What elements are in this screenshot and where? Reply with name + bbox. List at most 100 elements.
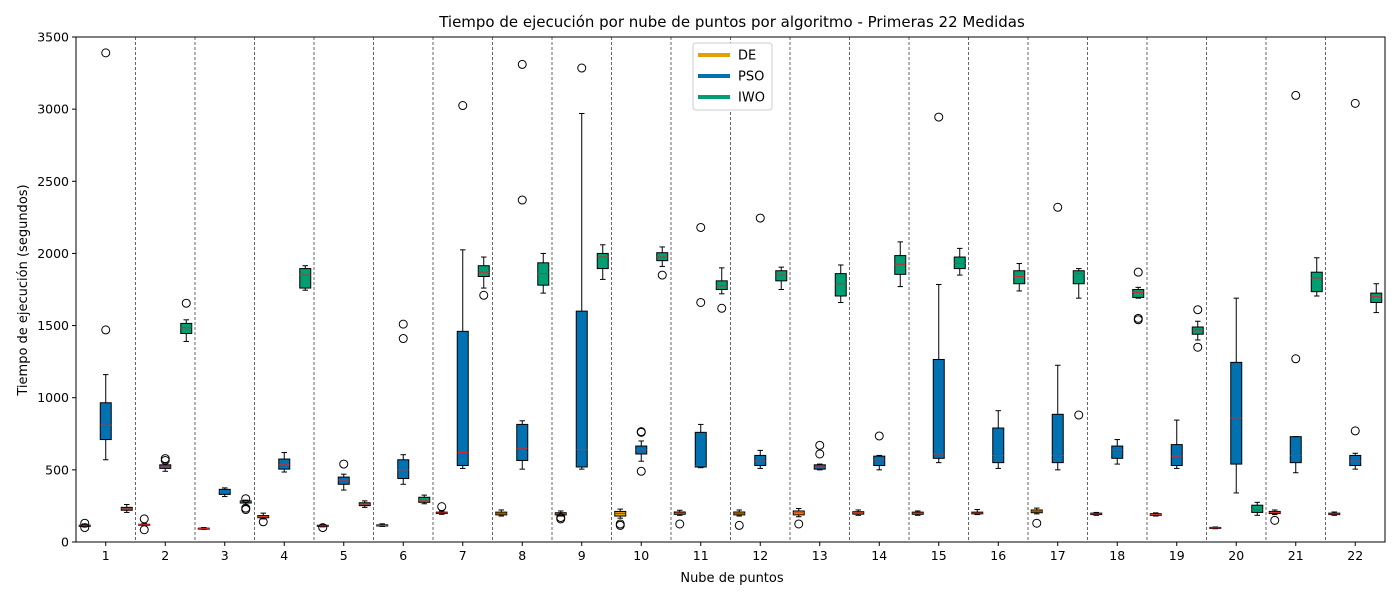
x-tick-label: 15: [931, 548, 947, 563]
x-tick-label: 7: [459, 548, 467, 563]
y-tick-label: 2500: [37, 174, 69, 189]
box-iqr: [1013, 270, 1026, 285]
y-tick-label: 2000: [37, 246, 69, 261]
outlier-point: [398, 334, 408, 344]
box-de-11: [673, 509, 686, 529]
x-tick-label: 2: [161, 548, 169, 563]
x-tick-label: 6: [399, 548, 407, 563]
x-tick-label: 14: [871, 548, 887, 563]
box-pso-4: [278, 452, 291, 473]
box-pso-10: [635, 427, 648, 476]
x-axis-label: Nube de puntos: [680, 571, 784, 586]
box-iqr: [775, 270, 788, 282]
box-de-17: [1030, 507, 1043, 528]
box-iwo-3: [239, 494, 252, 515]
box-iwo-13: [834, 264, 847, 303]
box-pso-13: [813, 440, 826, 471]
legend-label-de: DE: [738, 49, 756, 64]
box-iwo-15: [953, 247, 966, 276]
legend: DE PSO IWO: [692, 42, 773, 111]
box-iqr: [1310, 271, 1323, 293]
outlier-point: [101, 48, 111, 58]
box-iwo-2: [180, 298, 193, 342]
outlier-point: [636, 427, 646, 437]
box-de-22: [1328, 511, 1341, 516]
box-de-4: [257, 512, 270, 527]
box-de-12: [733, 509, 746, 530]
x-tick-label: 21: [1288, 548, 1304, 563]
outlier-point: [181, 298, 191, 308]
x-tick-label: 12: [752, 548, 768, 563]
box-iqr: [456, 330, 469, 467]
box-pso-8: [516, 59, 529, 470]
box-iqr: [180, 322, 193, 335]
outlier-point: [1193, 305, 1203, 315]
box-iqr: [516, 423, 529, 461]
outlier-point: [517, 59, 527, 69]
outlier-point: [80, 518, 90, 528]
outlier-point: [139, 525, 149, 535]
x-tick-label: 11: [693, 548, 709, 563]
outlier-point: [398, 319, 408, 329]
x-axis: 1 2 3 4 5 6 7 8 9 10 11 12 13 14 15 16 17 18 19 20 21 22: [102, 542, 1363, 563]
y-axis: 0 500 1000 1500 2000 2500 3000 3500: [37, 30, 76, 550]
box-iwo-11: [715, 267, 728, 313]
legend-label-pso: PSO: [738, 70, 764, 85]
box-pso-9: [575, 63, 588, 470]
box-iqr: [694, 431, 707, 468]
box-iqr: [894, 255, 907, 275]
y-tick-label: 0: [61, 535, 69, 550]
box-de-6: [376, 523, 389, 527]
box-iwo-9: [596, 244, 609, 280]
box-iqr: [596, 252, 609, 270]
outlier-point: [636, 466, 646, 476]
x-tick-label: 8: [518, 548, 526, 563]
box-pso-11: [694, 222, 707, 469]
box-iqr: [992, 427, 1005, 464]
box-de-20: [1209, 526, 1222, 530]
x-tick-label: 1: [102, 548, 110, 563]
x-tick-label: 3: [221, 548, 229, 563]
box-pso-19: [1170, 419, 1183, 469]
box-pso-14: [873, 431, 886, 471]
box-de-16: [971, 509, 984, 516]
x-tick-label: 13: [812, 548, 828, 563]
box-iwo-8: [537, 252, 550, 294]
x-tick-label: 5: [340, 548, 348, 563]
box-iwo-12: [775, 266, 788, 290]
box-iqr: [575, 310, 588, 468]
box-iqr: [1370, 292, 1383, 303]
box-iqr: [754, 454, 767, 467]
outlier-point: [241, 494, 251, 504]
outlier-point: [1270, 515, 1280, 525]
outlier-point: [657, 270, 667, 280]
box-pso-3: [218, 487, 231, 498]
box-iqr: [1111, 445, 1124, 459]
box-iwo-1: [120, 503, 133, 513]
outlier-point: [318, 523, 328, 533]
box-iwo-4: [299, 265, 312, 291]
outlier-point: [615, 519, 625, 529]
x-tick-label: 20: [1228, 548, 1244, 563]
box-pso-5: [337, 459, 350, 491]
chart-title: Tiempo de ejecución por nube de puntos p…: [438, 13, 1025, 31]
outlier-point: [717, 303, 727, 313]
x-tick-label: 18: [1109, 548, 1125, 563]
box-iwo-6: [418, 494, 431, 505]
outlier-point: [794, 519, 804, 529]
outlier-point: [1291, 90, 1301, 100]
box-iqr: [953, 256, 966, 270]
x-tick-label: 10: [633, 548, 649, 563]
y-axis-label: Tiempo de ejecución (segundos): [16, 184, 31, 396]
x-tick-label: 19: [1169, 548, 1185, 563]
y-tick-label: 3000: [37, 102, 69, 117]
box-pso-22: [1349, 98, 1362, 470]
box-de-3: [197, 527, 210, 530]
outlier-point: [815, 440, 825, 450]
box-pso-18: [1111, 439, 1124, 465]
box-iqr: [397, 459, 410, 480]
box-de-19: [1149, 512, 1162, 517]
box-iwo-14: [894, 241, 907, 288]
outlier-point: [577, 63, 587, 73]
